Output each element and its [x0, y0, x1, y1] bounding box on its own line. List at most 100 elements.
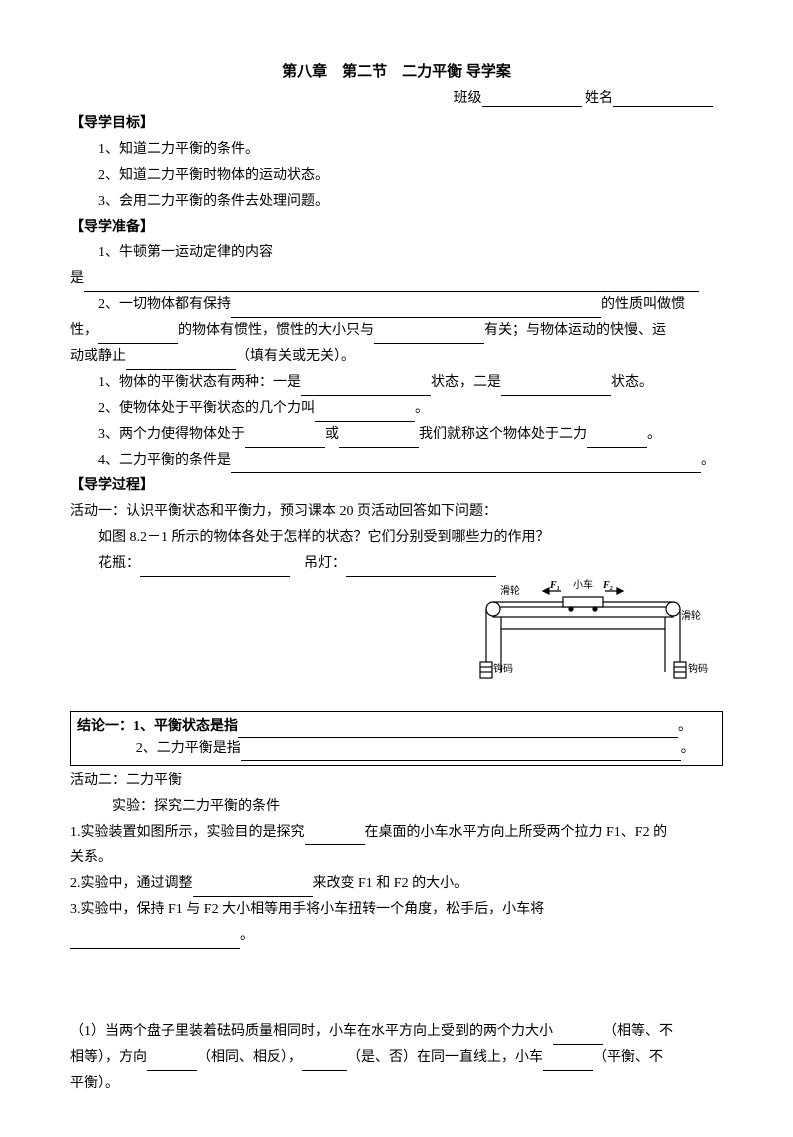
para-b: 相等），方向 （相同、相反）， （是、否）在同一直线上，小车 （平衡、不	[70, 1045, 723, 1071]
prep-3: 1、物体的平衡状态有两种：一是 状态，二是 状态。	[70, 370, 723, 396]
pB2: （相同、相反），	[197, 1050, 302, 1065]
section-process-heading: 【导学过程】	[70, 473, 723, 499]
para-c: 平衡）。	[70, 1071, 723, 1097]
prep-6: 4、二力平衡的条件是 。	[70, 448, 723, 474]
prep-1a: 1、牛顿第一运动定律的内容	[70, 240, 723, 266]
q1-blank[interactable]	[305, 829, 365, 845]
prep-5a: 3、两个力使得物体处于	[98, 427, 245, 442]
prep-1-blank[interactable]	[84, 276, 699, 292]
pB-blank1[interactable]	[147, 1055, 197, 1071]
prep-2f: 动或静止	[70, 349, 126, 364]
header-line: 班级 姓名	[70, 87, 723, 107]
q1-line2: 关系。	[70, 845, 723, 871]
conclusion-2: 2、二力平衡是指。	[77, 738, 716, 760]
q1-line1: 1.实验装置如图所示，实验目的是探究 在桌面的小车水平方向上所受两个拉力 F1、F…	[70, 820, 723, 846]
page-title: 第八章 第二节 二力平衡 导学案	[70, 60, 723, 81]
prep-2-line1: 2、一切物体都有保持 的性质叫做惯	[70, 292, 723, 318]
pA-blank[interactable]	[553, 1029, 603, 1045]
prep-5d: 。	[647, 427, 661, 442]
conclusion-2-label: 2、二力平衡是指	[136, 741, 241, 756]
prep-2-line3: 动或静止 （填有关或无关）。	[70, 344, 723, 370]
conclusion-box: 结论一：1、平衡状态是指。 2、二力平衡是指。	[70, 711, 723, 766]
label-car: 小车	[573, 578, 593, 591]
prep-4a: 2、使物体处于平衡状态的几个力叫	[98, 401, 315, 416]
prep-6b: 。	[701, 453, 715, 468]
diagram-area: 滑轮 滑轮 F₁ F₂ 小车 钩码 钩码	[70, 577, 723, 707]
prep-2b: 的性质叫做惯	[601, 297, 685, 312]
prep-2d: 的物体有惯性，惯性的大小只与	[178, 323, 374, 338]
prep-3-blank1[interactable]	[301, 380, 431, 396]
conclusion-1-blank[interactable]	[238, 722, 678, 738]
pB: 相等），方向	[70, 1050, 147, 1065]
prep-2g: （填有关或无关）。	[236, 349, 355, 364]
prep-1b-text: 是	[70, 271, 84, 286]
prep-3-blank2[interactable]	[501, 380, 611, 396]
pA: （1）当两个盘子里装着砝码质量相同时，小车在水平方向上受到的两个力大小	[70, 1024, 553, 1039]
prep-5b: 或	[325, 427, 339, 442]
name-blank[interactable]	[613, 91, 713, 107]
prep-5c: 我们就称这个物体处于二力	[419, 427, 587, 442]
experiment-diagram: 滑轮 滑轮 F₁ F₂ 小车 钩码 钩码	[453, 577, 713, 702]
prep-3c: 状态。	[611, 375, 653, 390]
prep-5-blank1[interactable]	[245, 432, 325, 448]
name-label: 姓名	[585, 91, 613, 106]
goal-2: 2、知道二力平衡时物体的运动状态。	[70, 163, 723, 189]
lamp-blank[interactable]	[346, 561, 496, 577]
prep-3b: 状态，二是	[431, 375, 501, 390]
prep-2e: 有关；与物体运动的快慢、运	[484, 323, 666, 338]
activity-1-q: 如图 8.2－1 所示的物体各处于怎样的状态？它们分别受到哪些力的作用？	[70, 525, 723, 551]
prep-4: 2、使物体处于平衡状态的几个力叫 。	[70, 396, 723, 422]
prep-3a: 1、物体的平衡状态有两种：一是	[98, 375, 301, 390]
label-pulley-right: 滑轮	[681, 609, 701, 622]
prep-2-blank2[interactable]	[98, 328, 178, 344]
prep-2c: 性，	[70, 323, 98, 338]
q1b: 在桌面的小车水平方向上所受两个拉力 F1、F2 的	[365, 825, 668, 840]
prep-2-blank4[interactable]	[126, 354, 236, 370]
conclusion-1: 结论一：1、平衡状态是指。	[77, 716, 716, 738]
prep-2-line2: 性， 的物体有惯性，惯性的大小只与 有关；与物体运动的快慢、运	[70, 318, 723, 344]
prep-5: 3、两个力使得物体处于 或 我们就称这个物体处于二力 。	[70, 422, 723, 448]
section-goal-heading: 【导学目标】	[70, 111, 723, 137]
label-f1: F₁	[549, 580, 560, 591]
vase-label: 花瓶：	[98, 556, 140, 571]
prep-6a: 4、二力平衡的条件是	[98, 453, 231, 468]
label-weight-right: 钩码	[688, 663, 708, 675]
prep-5-blank3[interactable]	[587, 432, 647, 448]
q3-blank[interactable]	[70, 933, 240, 949]
vase-blank[interactable]	[140, 561, 290, 577]
conclusion-2-blank[interactable]	[241, 745, 681, 761]
goal-1: 1、知道二力平衡的条件。	[70, 137, 723, 163]
prep-5-blank2[interactable]	[339, 432, 419, 448]
q1a: 1.实验装置如图所示，实验目的是探究	[70, 825, 305, 840]
q3b: 。	[240, 928, 254, 943]
pA2: （相等、不	[603, 1024, 673, 1039]
prep-1b: 是	[70, 266, 723, 292]
q2b: 来改变 F1 和 F2 的大小。	[313, 876, 469, 891]
q2-blank[interactable]	[193, 881, 313, 897]
prep-2a: 2、一切物体都有保持	[98, 297, 231, 312]
class-blank[interactable]	[482, 91, 582, 107]
q3-line2: 。	[70, 923, 723, 949]
class-label: 班级	[454, 91, 482, 106]
pB-blank3[interactable]	[543, 1055, 593, 1071]
prep-6-blank[interactable]	[231, 457, 701, 473]
prep-4b: 。	[415, 401, 429, 416]
prep-2-blank1[interactable]	[231, 302, 601, 318]
prep-4-blank[interactable]	[315, 406, 415, 422]
conclusion-1-label: 结论一：1、平衡状态是指	[77, 719, 238, 734]
activity-1-title: 活动一：认识平衡状态和平衡力，预习课本 20 页活动回答如下问题：	[70, 499, 723, 525]
section-prep-heading: 【导学准备】	[70, 215, 723, 241]
pB4: （平衡、不	[593, 1050, 663, 1065]
prep-2-blank3[interactable]	[374, 328, 484, 344]
label-pulley-left: 滑轮	[500, 584, 520, 597]
q3-line1: 3.实验中，保持 F1 与 F2 大小相等用手将小车扭转一个角度，松手后，小车将	[70, 897, 723, 923]
activity-2-exp: 实验：探究二力平衡的条件	[70, 794, 723, 820]
q2a: 2.实验中，通过调整	[70, 876, 193, 891]
activity-2-title: 活动二：二力平衡	[70, 768, 723, 794]
activity-1-answers: 花瓶： 吊灯：	[70, 551, 723, 577]
pB3: （是、否）在同一直线上，小车	[347, 1050, 543, 1065]
label-f2: F₂	[602, 580, 613, 591]
pB-blank2[interactable]	[302, 1055, 347, 1071]
goal-3: 3、会用二力平衡的条件去处理问题。	[70, 189, 723, 215]
label-weight-left: 钩码	[493, 663, 513, 675]
